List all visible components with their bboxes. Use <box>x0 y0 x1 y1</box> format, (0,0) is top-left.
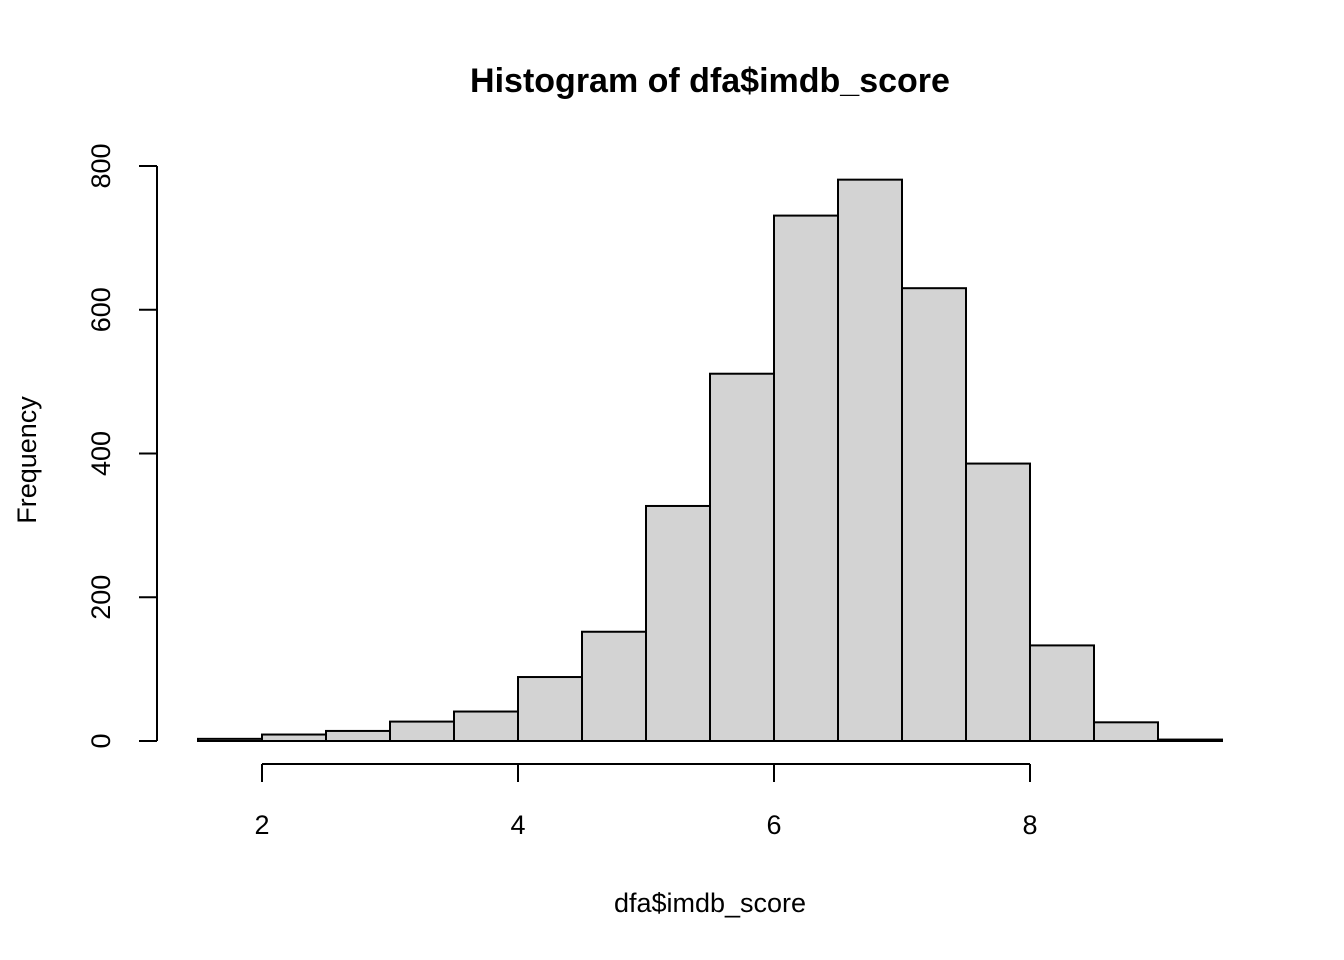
histogram-bar <box>325 729 391 742</box>
y-tick-label: 200 <box>86 575 116 620</box>
y-axis-label: Frequency <box>12 396 42 524</box>
histogram-bar <box>197 737 263 742</box>
y-tick-label: 0 <box>86 733 116 748</box>
histogram-bar <box>1093 721 1159 742</box>
histogram-bar <box>965 462 1031 742</box>
y-axis: 0 200 400 600 800 <box>86 143 158 749</box>
x-tick-label: 4 <box>510 810 525 840</box>
histogram-bar <box>453 710 519 742</box>
histogram-bar <box>709 372 775 742</box>
x-axis: 2 4 6 8 <box>254 763 1038 840</box>
histogram-bar <box>1029 644 1095 742</box>
x-tick-label: 6 <box>766 810 781 840</box>
y-tick-label: 600 <box>86 287 116 332</box>
histogram-bar <box>837 178 903 742</box>
x-axis-label: dfa$imdb_score <box>614 888 806 918</box>
histogram-bar <box>773 214 839 742</box>
x-tick-label: 2 <box>254 810 269 840</box>
chart-title: Histogram of dfa$imdb_score <box>470 62 950 100</box>
histogram-bar <box>581 630 647 742</box>
histogram-bar <box>645 504 711 742</box>
bars-group <box>197 178 1223 742</box>
x-tick-label: 8 <box>1022 810 1037 840</box>
histogram-bar <box>517 676 583 742</box>
histogram-bar <box>389 720 455 742</box>
histogram-bar <box>261 733 327 742</box>
histogram-bar <box>901 287 967 742</box>
y-tick-label: 400 <box>86 431 116 476</box>
y-tick-label: 800 <box>86 143 116 188</box>
histogram-bar <box>1157 738 1223 742</box>
